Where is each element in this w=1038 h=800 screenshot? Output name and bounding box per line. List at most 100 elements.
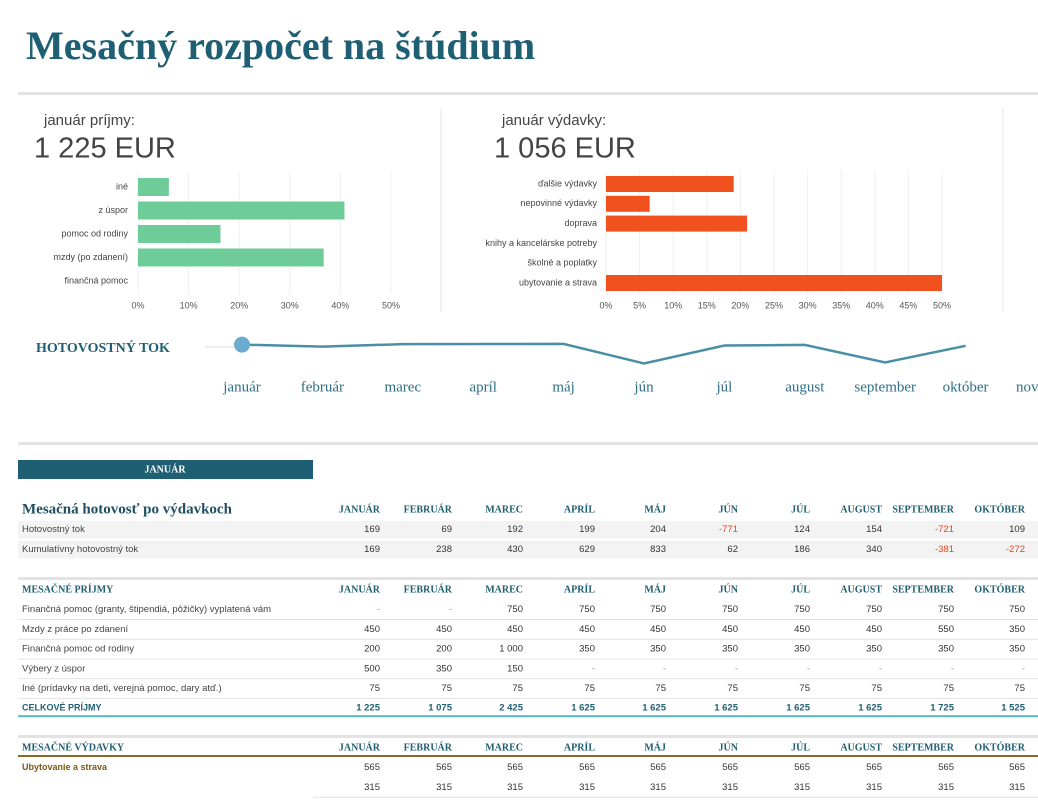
x-tick-label: 40% — [866, 300, 884, 310]
cell: 315 — [938, 782, 954, 793]
column-header: FEBRUÁR — [404, 741, 453, 753]
cell: - — [1022, 663, 1025, 674]
section-title: MESAČNÉ PRÍJMY — [22, 582, 114, 595]
x-tick-label: 0% — [599, 300, 612, 310]
cell: 350 — [938, 644, 954, 655]
column-header: AUGUST — [840, 584, 882, 595]
month-label: júl — [715, 379, 732, 395]
column-header: MÁJ — [644, 741, 666, 753]
cell: 62 — [727, 544, 738, 555]
x-tick-label: 30% — [281, 300, 299, 310]
cell: -771 — [719, 524, 738, 535]
x-tick-label: 50% — [382, 300, 400, 310]
section-underline — [18, 755, 1038, 757]
flow-title: HOTOVOSTNÝ TOK — [36, 339, 170, 356]
cell: 169 — [364, 524, 380, 535]
row-label: Finančná pomoc (granty, štipendiá, pôžič… — [22, 604, 271, 615]
cell: 1 000 — [499, 644, 523, 655]
month-label: október — [943, 379, 989, 395]
column-header: JANUÁR — [339, 583, 381, 595]
cell: 450 — [364, 624, 380, 635]
month-label: marec — [384, 379, 421, 395]
category-label: nepovinné výdavky — [520, 198, 597, 208]
row-label: Výbery z úspor — [22, 663, 85, 674]
flow-marker — [234, 336, 250, 353]
column-header: JÚN — [719, 741, 739, 753]
cell: 315 — [436, 782, 452, 793]
banner — [18, 460, 313, 479]
cell: 1 625 — [571, 703, 595, 714]
row-bg — [18, 520, 1038, 539]
cell: 750 — [866, 604, 882, 615]
total-underline — [18, 715, 1038, 718]
x-tick-label: 0% — [131, 300, 144, 310]
cell: - — [663, 663, 666, 674]
x-tick-label: 45% — [899, 300, 917, 310]
column-header: APRÍL — [564, 583, 595, 595]
cell: 750 — [507, 604, 523, 615]
month-label: máj — [552, 379, 575, 395]
panel-total: 1 225 EUR — [34, 133, 176, 165]
cell: 750 — [650, 604, 666, 615]
cell: 350 — [579, 644, 595, 655]
cell: 1 625 — [786, 703, 810, 714]
month-label: január — [222, 379, 260, 395]
x-tick-label: 20% — [731, 300, 749, 310]
cell: 69 — [441, 524, 452, 535]
cell: 629 — [579, 544, 595, 555]
bar — [138, 225, 221, 243]
column-header: JÚL — [791, 503, 810, 515]
section-rule — [18, 735, 1038, 738]
cell: 565 — [938, 762, 954, 773]
x-tick-label: 35% — [832, 300, 850, 310]
x-tick-label: 15% — [698, 300, 716, 310]
cell: 2 425 — [499, 703, 523, 714]
bar — [606, 176, 734, 192]
cell: 315 — [364, 782, 380, 793]
cell: 75 — [943, 683, 954, 694]
cell: 350 — [436, 663, 452, 674]
column-header: JÚL — [791, 741, 810, 753]
column-header: AUGUST — [840, 504, 882, 515]
column-header: SEPTEMBER — [892, 584, 954, 595]
cell: 200 — [364, 644, 380, 655]
cell: - — [807, 663, 810, 674]
cell: -272 — [1006, 544, 1025, 555]
cell: 200 — [436, 644, 452, 655]
section-rule — [18, 577, 1038, 580]
cell: 315 — [579, 782, 595, 793]
month-label: apríl — [469, 379, 497, 395]
column-header: FEBRUÁR — [404, 583, 453, 595]
cell: 75 — [799, 683, 810, 694]
category-label: ubytovanie a strava — [519, 277, 597, 287]
x-tick-label: 10% — [180, 300, 198, 310]
column-header: JÚL — [791, 583, 810, 595]
column-header: APRÍL — [564, 503, 595, 515]
x-tick-label: 30% — [799, 300, 817, 310]
category-label: knihy a kancelárske potreby — [485, 238, 597, 248]
cell: 315 — [866, 782, 882, 793]
cell: 565 — [579, 762, 595, 773]
x-tick-label: 20% — [230, 300, 248, 310]
cell: 350 — [650, 644, 666, 655]
section-title: MESAČNÉ VÝDAVKY — [22, 740, 125, 753]
x-tick-label: 40% — [331, 300, 349, 310]
bar — [606, 215, 748, 232]
column-header: APRÍL — [564, 741, 595, 753]
column-header: MAREC — [485, 742, 523, 753]
bar — [606, 275, 942, 291]
cell: 565 — [794, 762, 810, 773]
row-label: Ubytovanie a strava — [22, 762, 108, 772]
category-label: školné a poplatky — [527, 258, 597, 268]
cell: 750 — [1009, 604, 1025, 615]
cell: 350 — [794, 644, 810, 655]
category-label: iné — [116, 181, 128, 191]
cell: 75 — [369, 683, 380, 694]
cell: 75 — [584, 683, 595, 694]
cell: - — [377, 604, 380, 615]
x-tick-label: 5% — [633, 300, 646, 310]
cell: 75 — [871, 683, 882, 694]
cell: 204 — [650, 524, 666, 535]
panel-label: január príjmy: — [43, 112, 135, 129]
divider — [18, 92, 1038, 95]
